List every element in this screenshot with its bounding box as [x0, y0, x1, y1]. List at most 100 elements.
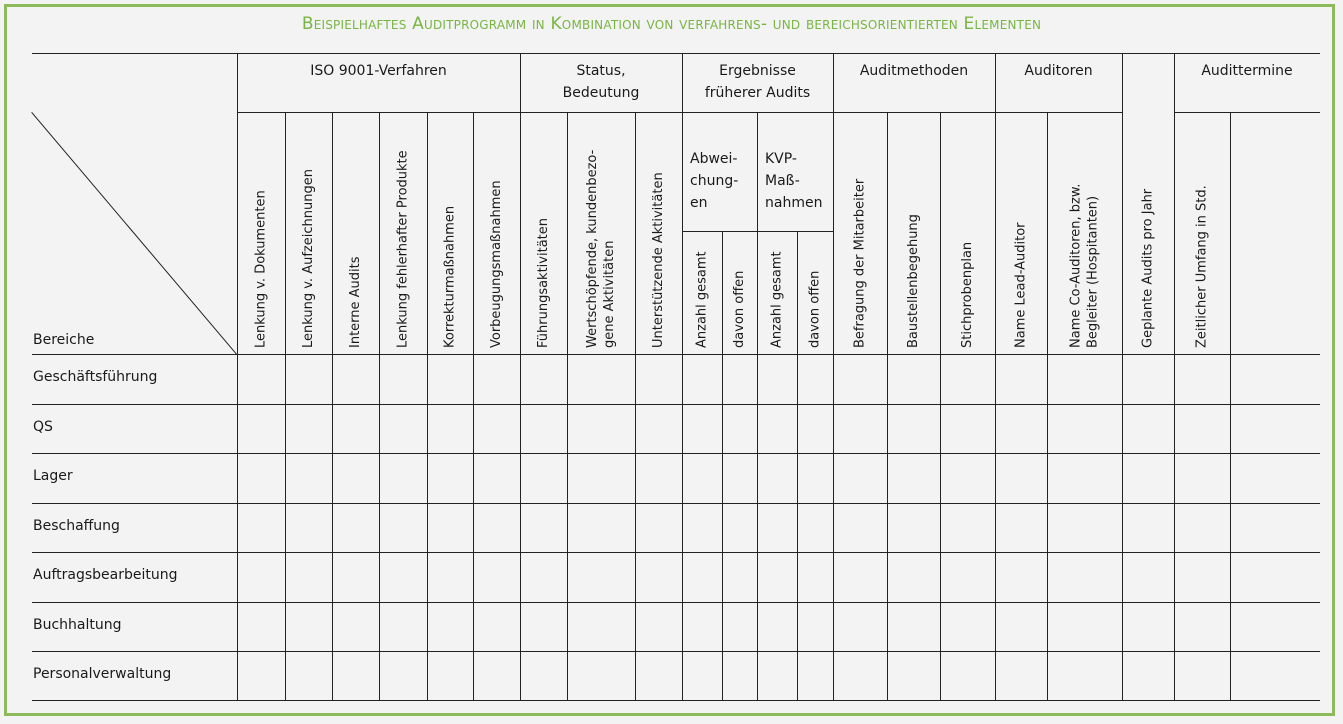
table-cell[interactable] — [473, 453, 520, 503]
table-cell[interactable] — [682, 503, 722, 552]
table-cell[interactable] — [567, 552, 635, 602]
table-cell[interactable] — [995, 602, 1047, 651]
table-cell[interactable] — [797, 503, 833, 552]
table-cell[interactable] — [722, 651, 757, 700]
table-cell[interactable] — [379, 354, 427, 404]
table-cell[interactable] — [1230, 602, 1320, 651]
table-cell[interactable] — [757, 354, 797, 404]
table-cell[interactable] — [757, 453, 797, 503]
table-cell[interactable] — [427, 503, 473, 552]
table-cell[interactable] — [237, 651, 285, 700]
table-cell[interactable] — [1122, 552, 1174, 602]
table-cell[interactable] — [1122, 453, 1174, 503]
table-cell[interactable] — [1174, 602, 1230, 651]
table-cell[interactable] — [379, 552, 427, 602]
table-cell[interactable] — [995, 453, 1047, 503]
table-cell[interactable] — [332, 453, 379, 503]
table-cell[interactable] — [1122, 354, 1174, 404]
table-cell[interactable] — [682, 453, 722, 503]
table-cell[interactable] — [940, 552, 995, 602]
table-cell[interactable] — [520, 651, 567, 700]
table-cell[interactable] — [833, 651, 887, 700]
table-cell[interactable] — [285, 552, 332, 602]
table-cell[interactable] — [1122, 404, 1174, 453]
table-cell[interactable] — [1047, 602, 1122, 651]
table-cell[interactable] — [567, 453, 635, 503]
table-cell[interactable] — [682, 651, 722, 700]
table-cell[interactable] — [1174, 354, 1230, 404]
table-cell[interactable] — [237, 602, 285, 651]
table-cell[interactable] — [833, 404, 887, 453]
table-cell[interactable] — [887, 552, 940, 602]
table-cell[interactable] — [473, 354, 520, 404]
table-cell[interactable] — [833, 552, 887, 602]
table-cell[interactable] — [940, 354, 995, 404]
table-cell[interactable] — [567, 354, 635, 404]
table-cell[interactable] — [682, 354, 722, 404]
table-cell[interactable] — [473, 552, 520, 602]
table-cell[interactable] — [473, 503, 520, 552]
table-cell[interactable] — [757, 651, 797, 700]
table-cell[interactable] — [427, 453, 473, 503]
table-cell[interactable] — [887, 404, 940, 453]
table-cell[interactable] — [379, 602, 427, 651]
table-cell[interactable] — [1047, 453, 1122, 503]
table-cell[interactable] — [379, 651, 427, 700]
table-cell[interactable] — [1174, 651, 1230, 700]
table-cell[interactable] — [520, 404, 567, 453]
table-cell[interactable] — [722, 552, 757, 602]
table-cell[interactable] — [1230, 651, 1320, 700]
table-cell[interactable] — [1047, 552, 1122, 602]
table-cell[interactable] — [682, 552, 722, 602]
table-cell[interactable] — [797, 651, 833, 700]
table-cell[interactable] — [332, 354, 379, 404]
table-cell[interactable] — [332, 503, 379, 552]
table-cell[interactable] — [567, 651, 635, 700]
table-cell[interactable] — [1174, 404, 1230, 453]
table-cell[interactable] — [520, 602, 567, 651]
table-cell[interactable] — [940, 404, 995, 453]
table-cell[interactable] — [1230, 503, 1320, 552]
table-cell[interactable] — [473, 404, 520, 453]
table-cell[interactable] — [285, 651, 332, 700]
table-cell[interactable] — [237, 552, 285, 602]
table-cell[interactable] — [1047, 503, 1122, 552]
table-cell[interactable] — [285, 354, 332, 404]
table-cell[interactable] — [940, 453, 995, 503]
table-cell[interactable] — [1122, 503, 1174, 552]
table-cell[interactable] — [635, 503, 682, 552]
table-cell[interactable] — [757, 404, 797, 453]
table-cell[interactable] — [237, 354, 285, 404]
table-cell[interactable] — [285, 404, 332, 453]
table-cell[interactable] — [682, 404, 722, 453]
table-cell[interactable] — [427, 651, 473, 700]
table-cell[interactable] — [635, 354, 682, 404]
table-cell[interactable] — [887, 503, 940, 552]
table-cell[interactable] — [940, 651, 995, 700]
table-cell[interactable] — [995, 354, 1047, 404]
table-cell[interactable] — [722, 503, 757, 552]
table-cell[interactable] — [1122, 602, 1174, 651]
table-cell[interactable] — [833, 602, 887, 651]
table-cell[interactable] — [722, 602, 757, 651]
table-cell[interactable] — [757, 552, 797, 602]
table-cell[interactable] — [635, 552, 682, 602]
table-cell[interactable] — [473, 602, 520, 651]
table-cell[interactable] — [332, 651, 379, 700]
table-cell[interactable] — [237, 503, 285, 552]
table-cell[interactable] — [887, 453, 940, 503]
table-cell[interactable] — [379, 404, 427, 453]
table-cell[interactable] — [379, 453, 427, 503]
table-cell[interactable] — [995, 651, 1047, 700]
table-cell[interactable] — [1230, 404, 1320, 453]
table-cell[interactable] — [285, 503, 332, 552]
table-cell[interactable] — [833, 453, 887, 503]
table-cell[interactable] — [379, 503, 427, 552]
table-cell[interactable] — [635, 651, 682, 700]
table-cell[interactable] — [1047, 354, 1122, 404]
table-cell[interactable] — [427, 602, 473, 651]
table-cell[interactable] — [1174, 453, 1230, 503]
table-cell[interactable] — [797, 602, 833, 651]
table-cell[interactable] — [995, 503, 1047, 552]
table-cell[interactable] — [635, 453, 682, 503]
